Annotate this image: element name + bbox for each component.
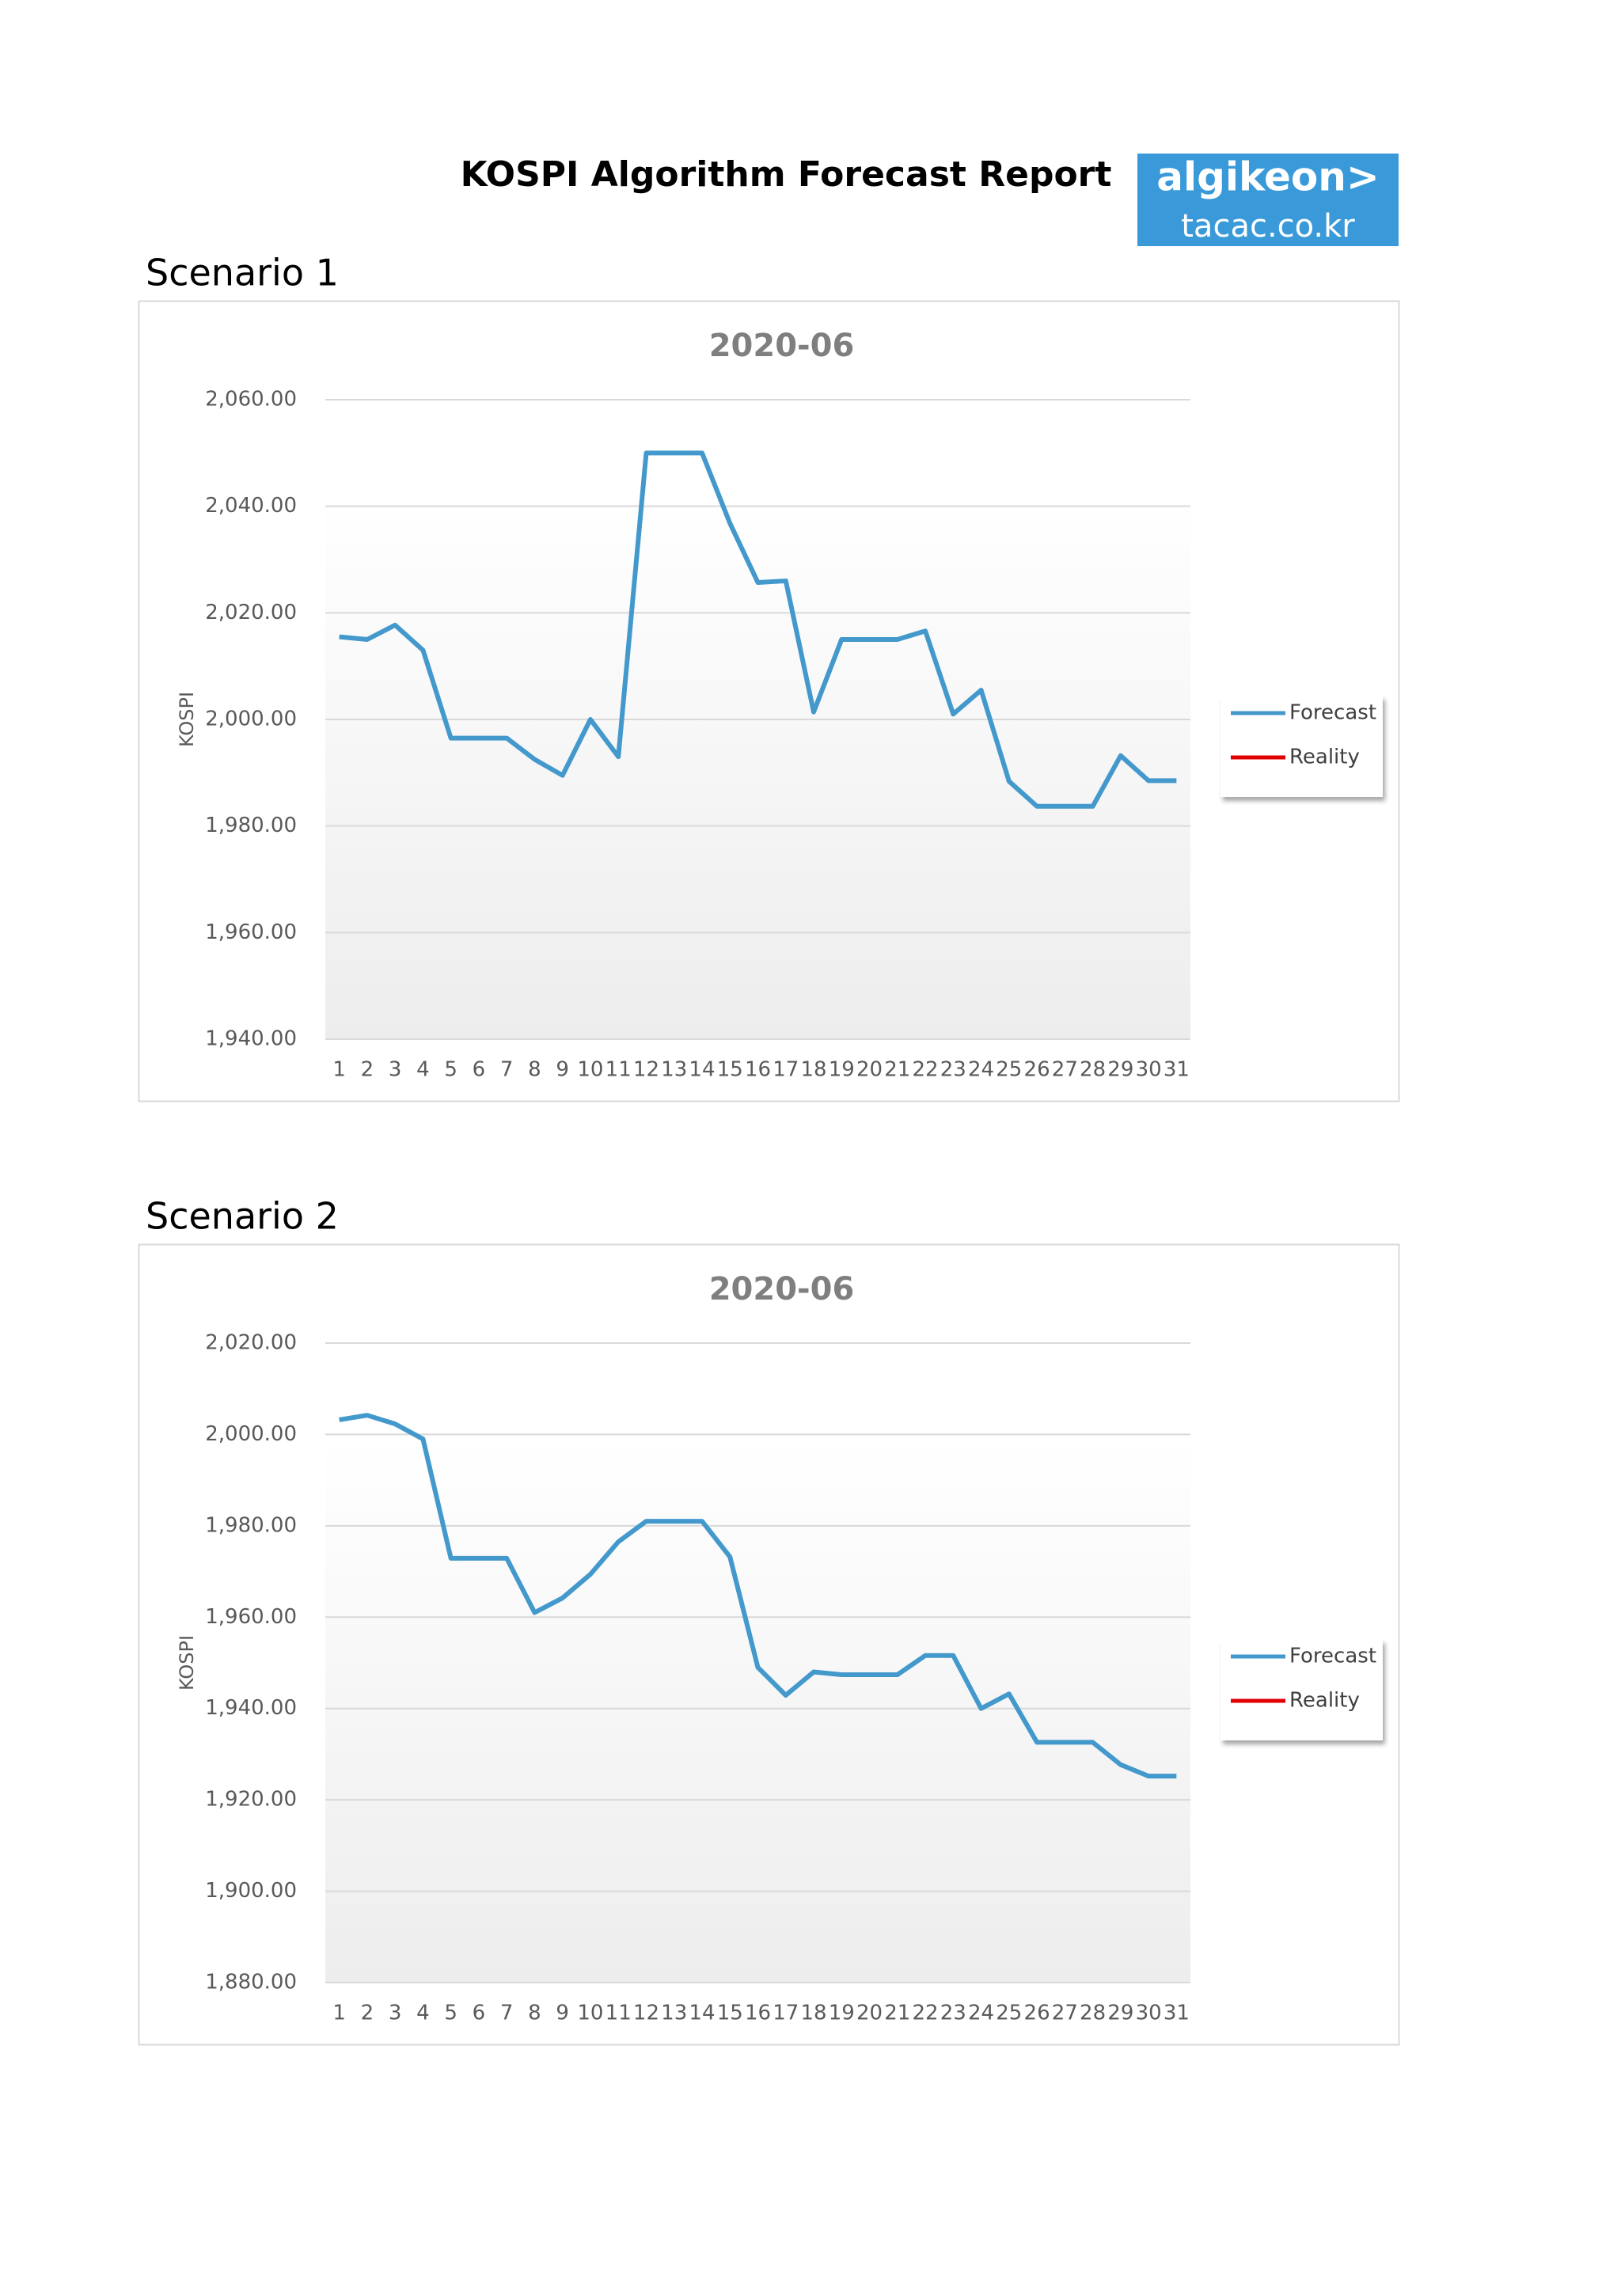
y-tick-label: 1,980.00 [205,814,297,837]
x-tick-label: 30 [1136,1058,1162,1082]
x-tick-label: 31 [1164,2002,1190,2025]
x-tick-label: 14 [689,1058,715,1082]
x-tick-label: 14 [689,2002,715,2025]
x-tick-label: 10 [577,1058,603,1082]
x-tick-label: 23 [940,1058,966,1082]
x-tick-label: 16 [745,1058,771,1082]
x-tick-label: 20 [856,1058,883,1082]
x-tick-label: 3 [389,1058,402,1082]
x-tick-label: 21 [884,2002,910,2025]
y-tick-label: 1,880.00 [205,1971,297,1994]
section-heading: Scenario 2 [146,1195,339,1238]
logo-box [1137,154,1399,246]
report-title: KOSPI Algorithm Forecast Report [461,154,1112,195]
chart: 2020-06 KOSPI 1,880.00 1,900.00 1,920.00 1,94… [138,1243,1400,2046]
chart-title: 2020-06 [709,1271,855,1307]
chart: 2020-06 KOSPI 1,940.00 1,960.00 1,980.00 2,00… [138,300,1400,1102]
x-tick-label: 17 [773,2002,799,2025]
x-tick-label: 17 [773,1058,799,1082]
x-tick-label: 23 [940,2002,966,2025]
logo-name: algikeon> [1156,154,1379,200]
legend-label: Forecast [1289,1645,1376,1668]
y-tick-label: 2,000.00 [205,1422,297,1446]
x-tick-label: 2 [361,1058,374,1082]
x-tick-label: 20 [856,2002,883,2025]
x-tick-label: 1 [332,1058,346,1082]
y-tick-label: 1,900.00 [205,1879,297,1903]
x-tick-label: 9 [556,2002,569,2025]
x-tick-label: 24 [968,1058,994,1082]
x-tick-label: 1 [332,2002,346,2025]
series-line [339,450,1177,809]
y-tick-label: 1,940.00 [205,1027,297,1051]
x-tick-label: 26 [1024,1058,1050,1082]
x-tick-label: 6 [473,2002,486,2025]
chart-title: 2020-06 [709,328,855,364]
y-tick-label: 2,020.00 [205,1331,297,1355]
x-tick-label: 28 [1080,1058,1106,1082]
x-tick-label: 8 [528,1058,541,1082]
y-tick-label: 2,060.00 [205,388,297,412]
x-tick-label: 29 [1107,1058,1133,1082]
y-tick-label: 2,040.00 [205,494,297,518]
x-tick-label: 15 [717,1058,743,1082]
x-tick-label: 18 [800,1058,826,1082]
x-tick-label: 22 [913,1058,939,1082]
series-line [339,1413,1177,1779]
x-tick-label: 6 [473,1058,486,1082]
x-tick-label: 26 [1024,2002,1050,2025]
x-tick-label: 21 [884,1058,910,1082]
x-tick-label: 9 [556,1058,569,1082]
x-tick-label: 19 [829,2002,855,2025]
x-tick-label: 30 [1136,2002,1162,2025]
x-tick-label: 13 [661,1058,687,1082]
y-axis-label: KOSPI [176,1635,198,1691]
x-tick-label: 28 [1080,2002,1106,2025]
x-tick-label: 5 [444,2002,457,2025]
x-tick-label: 8 [528,2002,541,2025]
x-tick-label: 27 [1052,2002,1078,2025]
y-tick-label: 1,940.00 [205,1696,297,1720]
x-tick-label: 4 [416,1058,430,1082]
legend-label: Reality [1289,1689,1360,1713]
y-tick-label: 2,000.00 [205,708,297,731]
x-tick-label: 11 [606,2002,632,2025]
section-heading: Scenario 1 [146,252,339,294]
y-tick-label: 1,980.00 [205,1513,297,1537]
x-tick-label: 29 [1107,2002,1133,2025]
x-tick-label: 4 [416,2002,430,2025]
x-tick-label: 25 [996,1058,1022,1082]
x-tick-label: 7 [500,1058,514,1082]
legend-label: Forecast [1289,701,1376,725]
x-tick-label: 24 [968,2002,994,2025]
x-tick-label: 2 [361,2002,374,2025]
x-tick-label: 22 [913,2002,939,2025]
x-tick-label: 11 [606,1058,632,1082]
x-tick-label: 27 [1052,1058,1078,1082]
x-tick-label: 13 [661,2002,687,2025]
x-tick-label: 5 [444,1058,457,1082]
x-tick-label: 12 [633,1058,659,1082]
y-tick-label: 2,020.00 [205,601,297,624]
x-tick-label: 7 [500,2002,514,2025]
logo-url: tacac.co.kr [1181,208,1355,245]
x-tick-label: 15 [717,2002,743,2025]
x-tick-label: 18 [800,2002,826,2025]
y-axis-label: KOSPI [176,692,198,747]
x-tick-label: 25 [996,2002,1022,2025]
x-tick-label: 19 [829,1058,855,1082]
y-tick-label: 1,960.00 [205,920,297,944]
x-tick-label: 10 [577,2002,603,2025]
y-tick-label: 1,920.00 [205,1788,297,1812]
x-tick-label: 16 [745,2002,771,2025]
x-tick-label: 31 [1164,1058,1190,1082]
y-tick-label: 1,960.00 [205,1605,297,1629]
x-tick-label: 12 [633,2002,659,2025]
legend-label: Reality [1289,746,1360,769]
x-tick-label: 3 [389,2002,402,2025]
